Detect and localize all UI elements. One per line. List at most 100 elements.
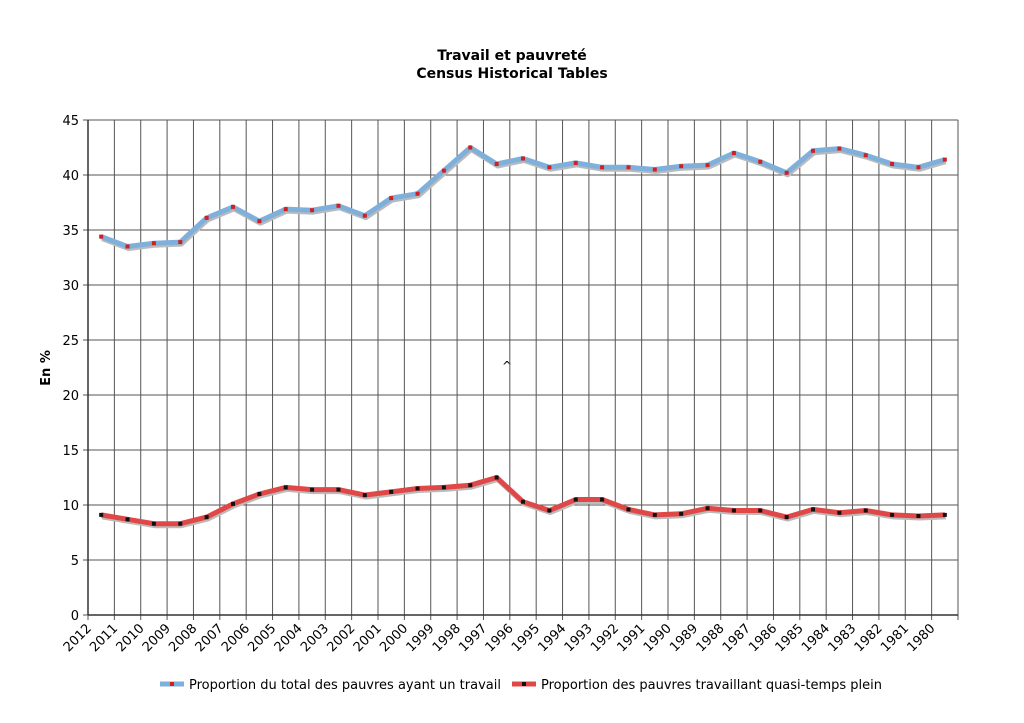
x-tick-label: 2000 xyxy=(377,621,411,655)
data-point xyxy=(784,515,789,520)
y-tick-label: 15 xyxy=(62,444,79,459)
x-tick-label: 2005 xyxy=(245,621,279,655)
legend-marker xyxy=(522,682,526,686)
x-tick-label: 1980 xyxy=(904,621,938,655)
x-tick-label: 1984 xyxy=(799,621,833,655)
data-point xyxy=(415,486,420,491)
data-point xyxy=(573,497,578,502)
data-point xyxy=(204,215,209,220)
data-point xyxy=(837,146,842,151)
data-point xyxy=(310,208,315,213)
x-tick-label: 2003 xyxy=(298,621,332,655)
data-point xyxy=(468,145,473,150)
y-tick-label: 45 xyxy=(62,114,79,129)
data-point xyxy=(494,475,499,480)
x-tick-label: 2001 xyxy=(351,621,385,655)
data-point xyxy=(441,168,446,173)
data-point xyxy=(547,165,552,170)
data-point xyxy=(890,162,895,166)
data-point xyxy=(99,234,104,239)
x-tick-label: 1986 xyxy=(746,621,780,655)
data-point xyxy=(600,497,605,502)
y-tick-label: 40 xyxy=(62,169,79,184)
data-point xyxy=(178,240,183,245)
x-tick-label: 1998 xyxy=(430,621,464,655)
data-point xyxy=(362,493,367,498)
x-tick-label: 2011 xyxy=(87,621,121,655)
data-point xyxy=(99,512,104,517)
data-point xyxy=(837,510,842,515)
data-point xyxy=(626,165,631,170)
legend-label: Proportion du total des pauvres ayant un… xyxy=(189,678,501,693)
data-point xyxy=(257,492,262,496)
y-tick-label: 25 xyxy=(62,334,79,349)
data-point xyxy=(916,165,921,170)
x-tick-label: 1988 xyxy=(694,621,728,655)
data-point xyxy=(705,163,710,168)
data-point xyxy=(283,207,288,212)
data-point xyxy=(178,521,183,526)
data-point xyxy=(942,512,947,517)
data-point xyxy=(573,160,578,165)
x-tick-label: 1994 xyxy=(535,621,569,655)
y-tick-label: 30 xyxy=(62,279,79,294)
x-tick-label: 1989 xyxy=(667,621,701,655)
x-tick-label: 2006 xyxy=(219,621,253,655)
series-shadow xyxy=(101,147,947,251)
chart-subtitle: Census Historical Tables xyxy=(416,66,607,82)
data-point xyxy=(784,170,789,175)
x-tick-label: 2008 xyxy=(166,621,200,655)
data-point xyxy=(731,151,736,155)
data-point xyxy=(231,204,235,209)
data-point xyxy=(731,508,736,513)
x-tick-label: 1983 xyxy=(825,621,859,655)
data-point xyxy=(125,517,130,522)
data-point xyxy=(283,485,288,490)
data-point xyxy=(626,507,631,512)
x-tick-label: 1996 xyxy=(483,621,517,655)
data-point xyxy=(890,512,895,517)
data-point xyxy=(415,191,420,196)
data-point xyxy=(257,219,262,224)
x-tick-label: 1981 xyxy=(878,621,912,655)
data-point xyxy=(389,196,394,201)
x-tick-label: 1993 xyxy=(562,621,596,655)
data-point xyxy=(652,512,657,517)
data-point xyxy=(758,508,763,513)
x-tick-label: 2009 xyxy=(140,621,174,655)
y-tick-label: 20 xyxy=(62,389,79,404)
data-point xyxy=(521,156,525,161)
x-tick-label: 2010 xyxy=(114,621,148,655)
x-tick-label: 2004 xyxy=(272,621,306,655)
data-point xyxy=(151,241,156,246)
x-tick-label: 2002 xyxy=(324,621,358,655)
data-point xyxy=(336,203,341,208)
y-tick-label: 5 xyxy=(71,554,79,569)
legend-marker xyxy=(170,682,174,686)
data-point xyxy=(204,515,209,520)
data-point xyxy=(468,483,473,488)
data-point xyxy=(652,167,657,172)
data-point xyxy=(942,157,947,162)
data-point xyxy=(679,164,684,169)
x-tick-label: 1992 xyxy=(588,621,622,655)
data-point xyxy=(521,499,525,504)
y-axis-label: En % xyxy=(39,350,54,386)
x-tick-label: 1985 xyxy=(773,621,807,655)
data-point xyxy=(758,159,763,164)
data-point xyxy=(811,507,815,512)
x-tick-label: 2012 xyxy=(61,621,95,655)
data-point xyxy=(547,508,552,513)
y-tick-label: 0 xyxy=(71,609,79,624)
data-point xyxy=(705,506,710,511)
x-tick-label: 1990 xyxy=(641,621,675,655)
x-tick-label: 1995 xyxy=(509,621,543,655)
y-tick-label: 35 xyxy=(62,224,79,239)
x-tick-label: 1999 xyxy=(404,621,438,655)
data-point xyxy=(336,487,341,492)
data-point xyxy=(863,153,868,158)
data-point xyxy=(441,485,446,490)
y-tick-label: 10 xyxy=(62,499,79,514)
data-point xyxy=(600,165,605,170)
annotation-caret: ^ xyxy=(502,359,512,373)
